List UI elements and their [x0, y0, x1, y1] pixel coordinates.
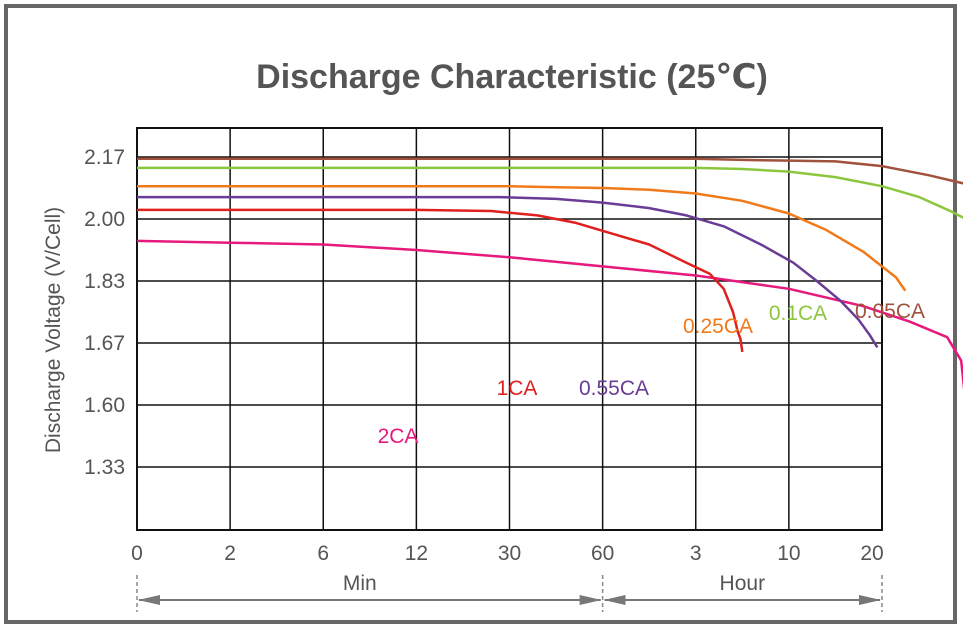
x-tick-label-8: 20 — [860, 542, 883, 565]
curves — [136, 157, 963, 391]
series-label-2CA: 2CA — [378, 425, 419, 448]
y-tick-labels: 2.17 2.00 1.83 1.67 1.60 1.33 — [84, 146, 125, 479]
series-line-0.1CA — [137, 166, 963, 219]
y-tick-label-5: 1.33 — [84, 456, 125, 479]
series-line-1CA — [137, 208, 744, 353]
series-label-0.25CA: 0.25CA — [683, 315, 753, 338]
x-tick-label-3: 12 — [405, 542, 428, 565]
curve-labels: 2CA 1CA 0.55CA 0.25CA 0.1CA 0.05CA — [378, 300, 925, 448]
x-tick-labels: 0 2 6 12 30 60 3 10 20 — [131, 542, 884, 565]
x-tick-label-1: 2 — [224, 542, 236, 565]
x-tick-label-2: 6 — [317, 542, 329, 565]
series-line-0.25CA — [137, 184, 907, 292]
unit-label-hour: Hour — [720, 572, 766, 595]
x-tick-label-4: 30 — [498, 542, 521, 565]
x-tick-label-6: 3 — [690, 542, 702, 565]
series-line-0.55CA — [137, 195, 879, 349]
y-tick-label-3: 1.67 — [84, 332, 125, 355]
x-tick-label-5: 60 — [591, 542, 614, 565]
grid — [137, 128, 882, 530]
series-line-0.05CA — [137, 157, 963, 185]
x-tick-label-0: 0 — [131, 542, 143, 565]
y-tick-label-1: 2.00 — [84, 208, 125, 231]
unit-label-min: Min — [343, 572, 377, 595]
y-tick-label-2: 1.83 — [84, 270, 125, 293]
unit-ranges: Min Hour — [136, 572, 883, 612]
series-label-0.55CA: 0.55CA — [579, 377, 649, 400]
series-label-0.05CA: 0.05CA — [855, 300, 925, 323]
y-tick-label-0: 2.17 — [84, 146, 125, 169]
y-tick-label-4: 1.60 — [84, 394, 125, 417]
series-line-2CA — [136, 239, 963, 391]
series-label-0.1CA: 0.1CA — [769, 302, 827, 325]
x-tick-label-7: 10 — [777, 542, 800, 565]
outer-frame — [4, 4, 957, 624]
series-label-1CA: 1CA — [497, 377, 538, 400]
plot-area — [136, 127, 883, 531]
chart-title: Discharge Characteristic (25℃) — [256, 58, 768, 96]
y-axis-label: Discharge Voltage (V/Cell) — [42, 207, 65, 453]
